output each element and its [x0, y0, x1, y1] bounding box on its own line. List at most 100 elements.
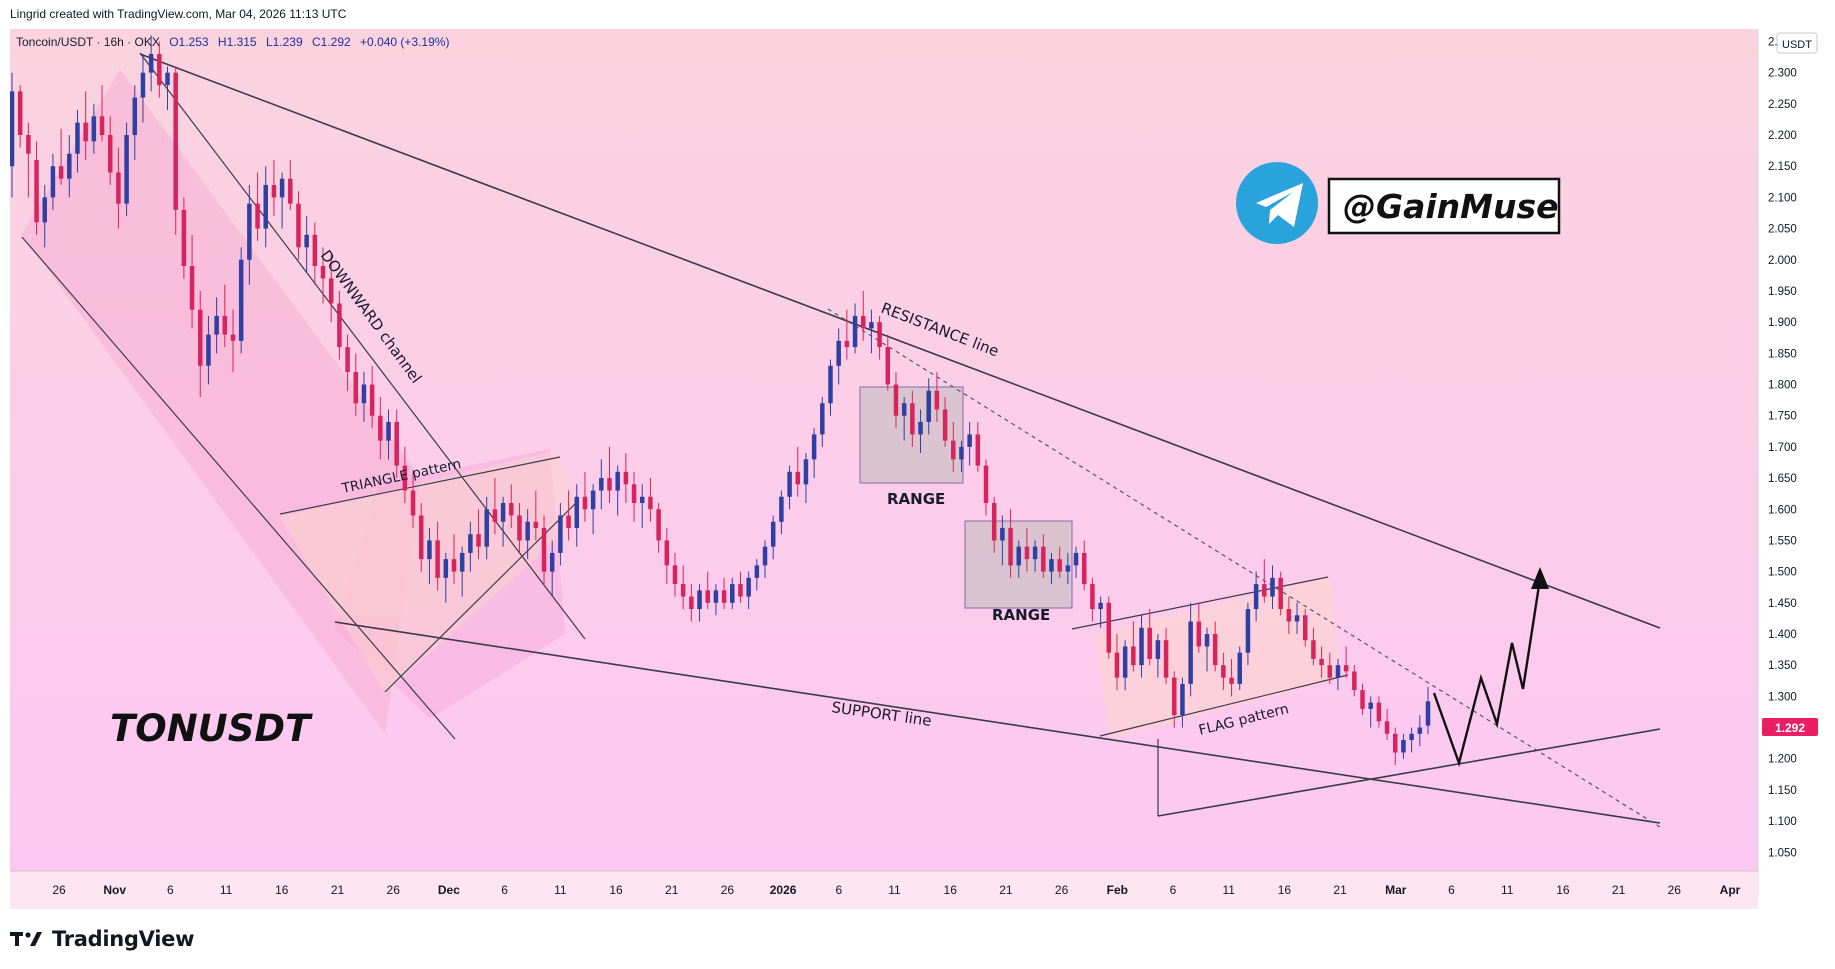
- candle: [582, 471, 588, 522]
- candle: [1122, 640, 1128, 691]
- candle: [1352, 665, 1357, 697]
- candle: [1041, 534, 1046, 578]
- triangle-upper-line[interactable]: [279, 456, 561, 515]
- last-price-tag: [1762, 718, 1818, 736]
- candle-body: [1270, 577, 1275, 597]
- candle-body: [1229, 677, 1234, 684]
- candle: [574, 484, 580, 547]
- price-tick-label: 1.800: [1768, 380, 1797, 392]
- candle: [255, 172, 260, 242]
- time-scale[interactable]: 26 Nov 6 11 16 21 26 Dec 6 11 16 21 26 2026 6 11 16 21 26 F…: [52, 883, 1740, 897]
- time-tick-label: 2026: [770, 883, 797, 897]
- candlestick-chart[interactable]: DOWNWARD channel TRIANGLE pattern RESIST…: [10, 29, 1826, 909]
- candle: [1147, 609, 1152, 666]
- projection-path[interactable]: [1432, 578, 1542, 768]
- candle: [549, 540, 555, 597]
- candle-body: [271, 184, 277, 198]
- candle-body: [991, 503, 997, 541]
- candle-body: [951, 440, 956, 460]
- candle: [1098, 596, 1103, 628]
- price-tick-label: 1.400: [1768, 629, 1797, 641]
- candle: [1212, 621, 1218, 672]
- channel-lower-line[interactable]: [21, 236, 456, 740]
- resistance-line[interactable]: [139, 53, 1661, 629]
- candle-body: [214, 315, 219, 335]
- flag-upper-line[interactable]: [1071, 576, 1329, 630]
- support-line[interactable]: [334, 621, 1661, 824]
- candle: [509, 484, 514, 528]
- candle: [34, 141, 39, 235]
- candle-body: [337, 303, 342, 348]
- legend-close: C1.292: [312, 35, 351, 49]
- time-tick-label: 26: [387, 883, 401, 897]
- candle-body: [1016, 546, 1022, 566]
- candle: [181, 197, 187, 279]
- candle-body: [1196, 621, 1202, 647]
- candle-body: [689, 596, 694, 610]
- candle-body: [107, 135, 113, 173]
- candle-body: [934, 390, 940, 410]
- price-tick-label: 2.100: [1768, 192, 1797, 204]
- candle: [934, 372, 940, 422]
- candle: [770, 515, 776, 560]
- time-tick-label: 21: [665, 883, 679, 897]
- candle: [656, 503, 661, 553]
- candle-body: [983, 465, 989, 504]
- candle: [165, 66, 170, 111]
- candle-body: [451, 559, 457, 572]
- price-axis-background: [1758, 29, 1826, 909]
- price-tick-label: 2.300: [1768, 68, 1797, 80]
- time-tick-label: 6: [501, 883, 508, 897]
- candle: [721, 577, 727, 610]
- candle-body: [206, 334, 211, 366]
- candle: [1376, 696, 1382, 728]
- candle-body: [369, 384, 375, 416]
- candle: [198, 290, 203, 397]
- candle-body: [959, 446, 964, 460]
- candle: [1270, 565, 1275, 610]
- time-tick-label: 16: [1556, 883, 1570, 897]
- candle: [1229, 658, 1234, 697]
- candle-body: [165, 72, 170, 86]
- candle: [599, 459, 604, 510]
- candle-body: [811, 434, 817, 460]
- candle: [288, 159, 293, 210]
- candle-body: [1188, 621, 1193, 684]
- candle: [427, 527, 432, 585]
- candle: [631, 471, 637, 522]
- candle: [1032, 540, 1038, 572]
- candle-body: [1245, 609, 1251, 653]
- candle: [1253, 571, 1259, 622]
- chart-area[interactable]: DOWNWARD channel TRIANGLE pattern RESIST…: [10, 29, 1826, 909]
- candle: [394, 409, 399, 479]
- range-label-1: RANGE: [887, 490, 945, 508]
- telegram-icon[interactable]: [1236, 162, 1318, 244]
- candle-body: [378, 415, 383, 441]
- dashed-trend-line[interactable]: [827, 308, 1661, 828]
- candle-body: [75, 122, 80, 154]
- candle: [951, 421, 956, 472]
- candle: [271, 159, 277, 217]
- footer[interactable]: TradingView: [10, 925, 194, 953]
- currency-badge[interactable]: [1776, 32, 1818, 54]
- time-tick-label: 21: [1612, 883, 1626, 897]
- candle: [91, 103, 97, 154]
- rising-support-line[interactable]: [1157, 728, 1661, 817]
- candle: [844, 309, 850, 360]
- candle-body: [713, 590, 719, 603]
- candle-body: [484, 509, 489, 547]
- candle: [353, 353, 359, 416]
- channel-upper-line[interactable]: [139, 52, 586, 640]
- candle-body: [1417, 727, 1423, 734]
- candle: [779, 490, 784, 535]
- candle: [386, 409, 391, 460]
- candle: [869, 309, 874, 354]
- candle: [214, 297, 219, 354]
- flag-lower-line[interactable]: [1099, 674, 1349, 737]
- candle: [50, 153, 56, 210]
- candle: [468, 521, 473, 572]
- candle-body: [836, 340, 841, 366]
- candle: [402, 446, 408, 504]
- candle: [730, 577, 735, 610]
- candle: [75, 110, 80, 173]
